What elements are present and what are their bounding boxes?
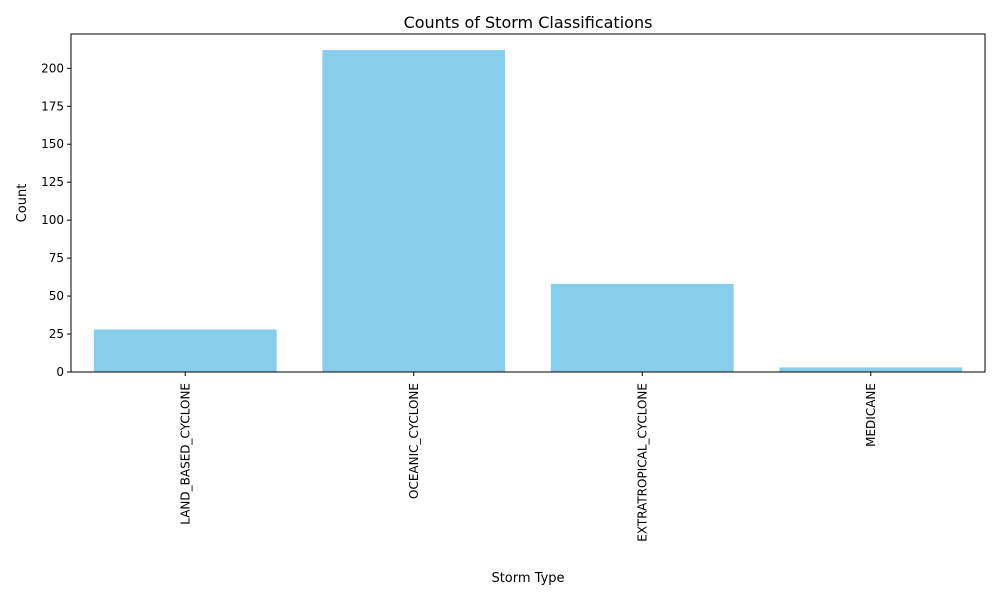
y-tick-label: 0 xyxy=(56,365,64,379)
y-tick-label: 75 xyxy=(49,251,64,265)
bar-land-based-cyclone xyxy=(93,329,277,372)
bar-medicane xyxy=(779,367,963,372)
y-tick-label: 175 xyxy=(41,99,64,113)
x-tick-label: OCEANIC_CYCLONE xyxy=(407,383,421,499)
x-tick-label: LAND_BASED_CYCLONE xyxy=(178,383,192,525)
chart-title: Counts of Storm Classifications xyxy=(404,13,653,32)
bar-oceanic-cyclone xyxy=(322,50,506,372)
x-tick-label: MEDICANE xyxy=(864,383,878,447)
y-axis-ticks: 0 25 50 75 100 125 150 175 200 xyxy=(41,61,71,379)
y-tick-label: 25 xyxy=(49,327,64,341)
x-tick-label: EXTRATROPICAL_CYCLONE xyxy=(635,383,649,542)
y-tick-label: 100 xyxy=(41,213,64,227)
y-tick-label: 125 xyxy=(41,175,64,189)
plot-frame xyxy=(70,33,986,373)
x-axis-ticks: LAND_BASED_CYCLONE OCEANIC_CYCLONE EXTRATR… xyxy=(178,372,878,542)
y-tick-label: 50 xyxy=(49,289,64,303)
bar-extratropical-cyclone xyxy=(550,283,734,372)
x-axis-label: Storm Type xyxy=(491,571,564,586)
bars-group xyxy=(93,50,963,372)
y-axis-label: Count xyxy=(15,184,30,223)
y-tick-label: 150 xyxy=(41,137,64,151)
y-tick-label: 200 xyxy=(41,61,64,75)
